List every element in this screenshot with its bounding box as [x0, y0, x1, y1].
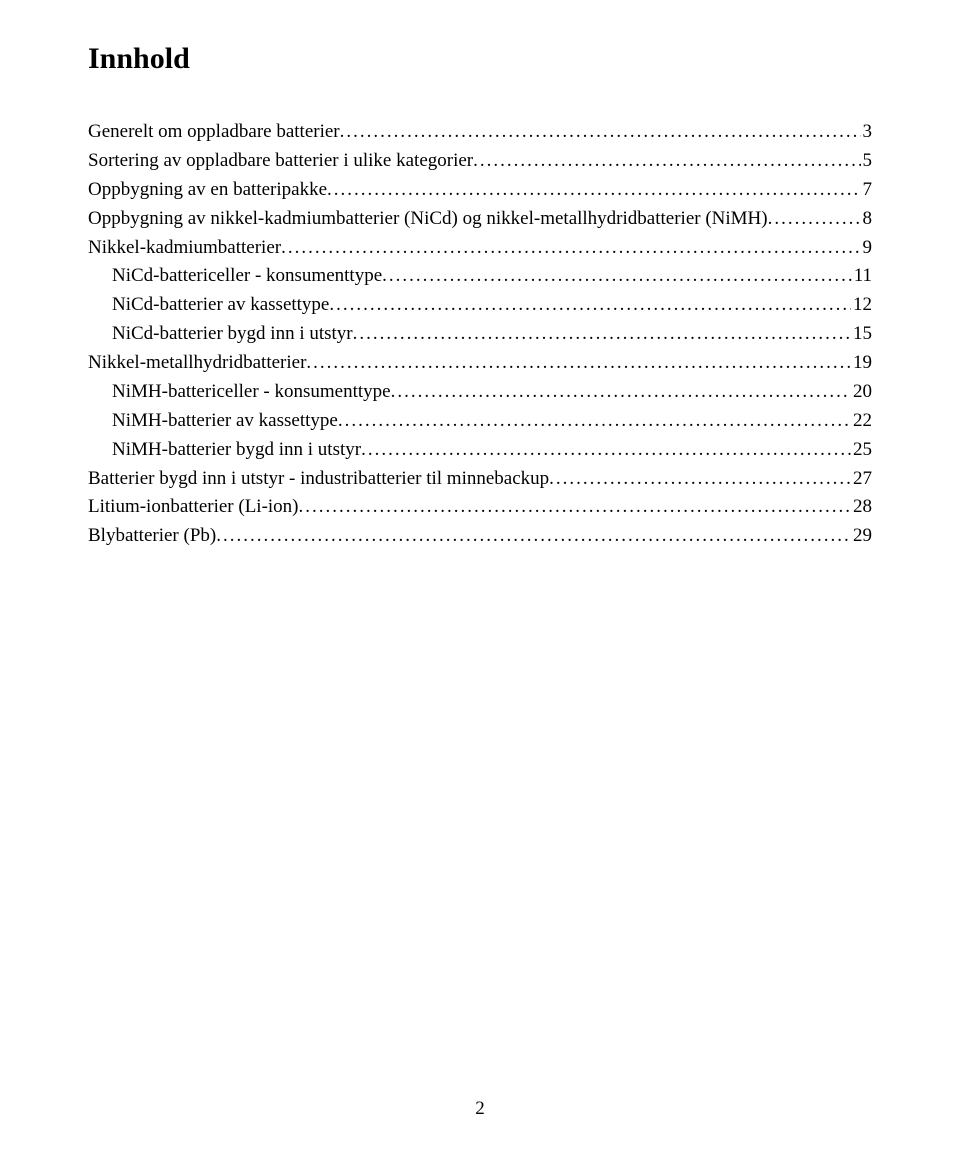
toc-entry-label: Litium-ionbatterier (Li-ion)	[88, 493, 299, 522]
toc-entry-page: 7	[861, 176, 873, 205]
toc-entry: Generelt om oppladbare batterier 3	[88, 118, 872, 147]
toc-entry: NiMH-batterier bygd inn i utstyr 25	[88, 436, 872, 465]
toc-entry: NiMH-battericeller - konsumenttype 20	[88, 378, 872, 407]
table-of-contents: Generelt om oppladbare batterier 3 Sorteri…	[88, 118, 872, 551]
toc-entry-page: 29	[851, 522, 872, 551]
toc-entry-label: Nikkel-metallhydridbatterier	[88, 349, 306, 378]
toc-entry: Batterier bygd inn i utstyr - industriba…	[88, 465, 872, 494]
toc-entry: NiCd-battericeller - konsumenttype 11	[88, 262, 872, 291]
toc-entry: NiCd-batterier av kassettype 12	[88, 291, 872, 320]
toc-entry-label: Oppbygning av nikkel-kadmiumbatterier (N…	[88, 205, 768, 234]
toc-leader-dots	[361, 436, 851, 465]
toc-entry-label: Nikkel-kadmiumbatterier	[88, 234, 281, 263]
toc-entry-label: NiCd-batterier bygd inn i utstyr	[112, 320, 353, 349]
toc-entry: Sortering av oppladbare batterier i ulik…	[88, 147, 872, 176]
toc-entry: NiCd-batterier bygd inn i utstyr 15	[88, 320, 872, 349]
toc-entry: NiMH-batterier av kassettype 22	[88, 407, 872, 436]
toc-leader-dots	[216, 522, 851, 551]
toc-entry-label: Batterier bygd inn i utstyr - industriba…	[88, 465, 549, 494]
toc-leader-dots	[327, 176, 860, 205]
toc-entry-page: 3	[861, 118, 873, 147]
toc-entry-page: 28	[851, 493, 872, 522]
toc-entry-page: 27	[851, 465, 872, 494]
toc-entry-label: NiCd-battericeller - konsumenttype	[112, 262, 382, 291]
toc-entry-page: 9	[861, 234, 873, 263]
toc-entry: Nikkel-metallhydridbatterier 19	[88, 349, 872, 378]
toc-entry-page: 22	[851, 407, 872, 436]
toc-entry-page: 12	[851, 291, 872, 320]
toc-entry: Blybatterier (Pb) 29	[88, 522, 872, 551]
toc-entry: Oppbygning av nikkel-kadmiumbatterier (N…	[88, 205, 872, 234]
toc-entry-page: 25	[851, 436, 872, 465]
toc-leader-dots	[549, 465, 851, 494]
toc-entry-page: 19	[851, 349, 872, 378]
toc-leader-dots	[338, 407, 851, 436]
page-title: Innhold	[88, 42, 872, 76]
toc-entry: Nikkel-kadmiumbatterier 9	[88, 234, 872, 263]
toc-leader-dots	[281, 234, 860, 263]
toc-leader-dots	[473, 147, 860, 176]
toc-leader-dots	[299, 493, 851, 522]
toc-leader-dots	[768, 205, 861, 234]
toc-leader-dots	[353, 320, 851, 349]
toc-entry-label: Sortering av oppladbare batterier i ulik…	[88, 147, 473, 176]
page-number: 2	[0, 1098, 960, 1120]
toc-entry-label: Generelt om oppladbare batterier	[88, 118, 340, 147]
toc-entry-label: Blybatterier (Pb)	[88, 522, 216, 551]
toc-entry-page: 8	[861, 205, 873, 234]
toc-entry-label: NiCd-batterier av kassettype	[112, 291, 329, 320]
toc-entry-label: NiMH-batterier av kassettype	[112, 407, 338, 436]
toc-leader-dots	[329, 291, 851, 320]
toc-leader-dots	[382, 262, 852, 291]
toc-entry: Litium-ionbatterier (Li-ion) 28	[88, 493, 872, 522]
toc-entry-page: 5	[861, 147, 873, 176]
toc-entry-page: 20	[851, 378, 872, 407]
toc-entry-label: Oppbygning av en batteripakke	[88, 176, 327, 205]
toc-entry: Oppbygning av en batteripakke 7	[88, 176, 872, 205]
toc-leader-dots	[391, 378, 851, 407]
toc-leader-dots	[340, 118, 861, 147]
toc-entry-label: NiMH-batterier bygd inn i utstyr	[112, 436, 361, 465]
toc-entry-label: NiMH-battericeller - konsumenttype	[112, 378, 391, 407]
toc-entry-page: 11	[852, 262, 872, 291]
toc-leader-dots	[306, 349, 851, 378]
toc-entry-page: 15	[851, 320, 872, 349]
